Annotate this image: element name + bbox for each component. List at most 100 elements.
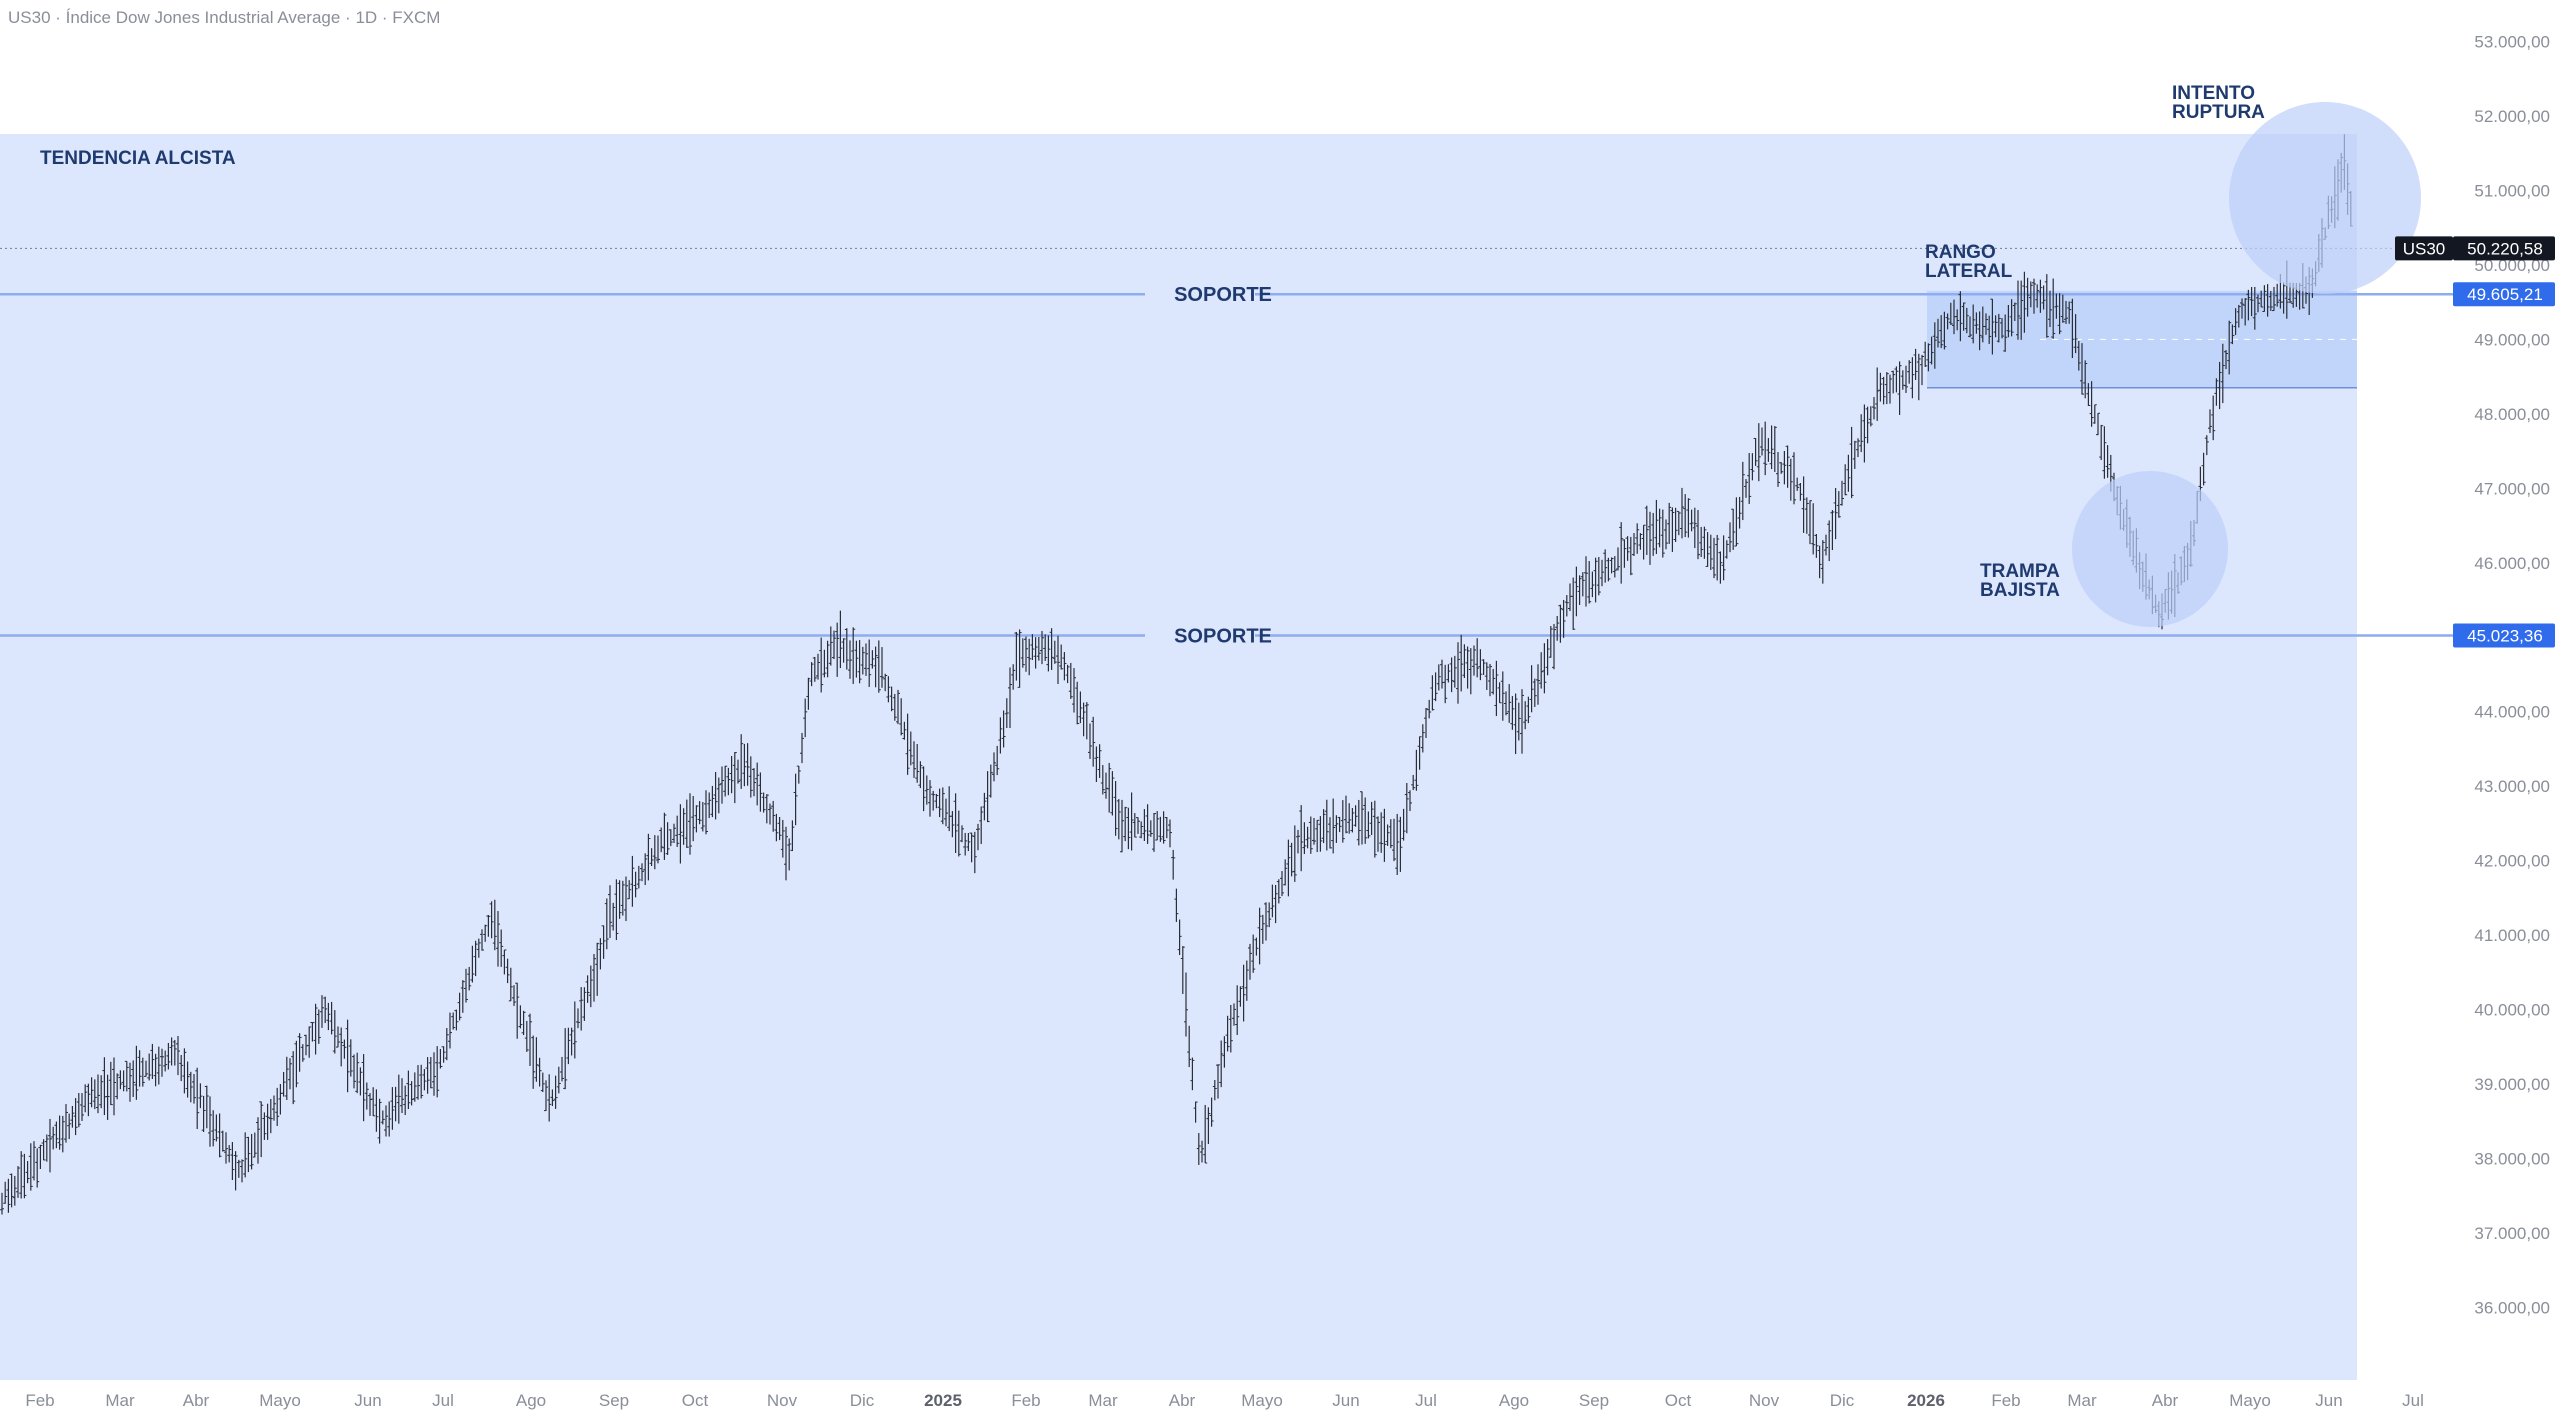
annotation-line: INTENTO xyxy=(2172,83,2255,104)
support-label-bg-1 xyxy=(1145,282,1255,307)
ohlc-bar xyxy=(1795,477,1800,491)
price-axis[interactable]: 36.000,00 37.000,00 38.000,00 39.000,00 40.0… xyxy=(2474,32,2550,1317)
ohlc-bar xyxy=(1241,964,1246,1022)
ohlc-bar xyxy=(2070,298,2075,359)
ohlc-bar xyxy=(1382,808,1387,862)
ohlc-bar xyxy=(1318,816,1323,852)
ohlc-bar xyxy=(83,1084,88,1113)
time-tick-label: Abr xyxy=(183,1391,210,1410)
ohlc-bar xyxy=(608,885,612,939)
ohlc-bar xyxy=(742,743,747,787)
ohlc-bar xyxy=(972,831,977,874)
ohlc-bar xyxy=(563,1028,568,1090)
ohlc-bar xyxy=(99,1075,104,1109)
ohlc-bar xyxy=(595,942,600,996)
ohlc-bar xyxy=(1670,507,1675,552)
ohlc-bar xyxy=(1686,498,1691,538)
ohlc-bar xyxy=(124,1060,129,1092)
ohlc-bar xyxy=(768,803,772,825)
time-tick-label: Jul xyxy=(1415,1391,1437,1410)
ohlc-bar xyxy=(1990,298,1995,355)
ohlc-bar xyxy=(2275,283,2280,307)
ohlc-bar xyxy=(60,1115,65,1153)
ohlc-bar xyxy=(1193,1101,1198,1123)
ohlc-bar xyxy=(1129,792,1134,851)
ohlc-bar xyxy=(614,879,619,941)
ohlc-bar xyxy=(1843,464,1848,496)
ohlc-bar xyxy=(1446,664,1451,683)
header-sep-3: · xyxy=(377,8,393,27)
ohlc-bar xyxy=(1888,374,1892,404)
ohlc-bar xyxy=(1427,699,1432,719)
circles-layer xyxy=(2072,102,2421,627)
ohlc-bar xyxy=(1392,818,1396,862)
ohlc-bar xyxy=(323,996,328,1024)
ohlc-bar xyxy=(2204,435,2209,456)
ohlc-bar xyxy=(825,640,830,678)
ohlc-bar xyxy=(1782,450,1787,485)
ohlc-bar xyxy=(441,1046,446,1063)
ohlc-bar xyxy=(2012,302,2017,322)
ohlc-bar xyxy=(448,1012,452,1049)
annotation-line: RUPTURA xyxy=(2172,102,2265,123)
ohlc-bar xyxy=(73,1098,78,1136)
ohlc-bar xyxy=(1164,816,1169,839)
ohlc-bar xyxy=(713,772,718,820)
ohlc-bar xyxy=(454,1009,459,1031)
price-tick-label: 47.000,00 xyxy=(2474,479,2550,498)
ohlc-bar xyxy=(339,1027,344,1067)
ohlc-bar xyxy=(105,1074,110,1120)
annotation-line: TRAMPA xyxy=(1980,561,2060,582)
ohlc-bar xyxy=(1324,799,1329,851)
ohlc-bar xyxy=(761,792,766,813)
ohlc-bar xyxy=(1084,702,1089,740)
price-tick-label: 50.000,00 xyxy=(2474,256,2550,275)
ohlc-bar xyxy=(1308,816,1313,854)
ohlc-bar xyxy=(1139,821,1144,839)
ohlc-bar xyxy=(1388,819,1393,849)
ohlc-bar xyxy=(908,731,913,766)
ohlc-bar xyxy=(1171,849,1176,880)
ohlc-bar xyxy=(1830,510,1835,551)
ohlc-bar xyxy=(758,772,763,812)
ohlc-bar xyxy=(1036,637,1041,661)
ohlc-bar xyxy=(1827,520,1832,562)
ohlc-bar xyxy=(12,1175,17,1206)
ohlc-bar xyxy=(691,796,696,842)
ohlc-bar xyxy=(25,1161,30,1184)
ohlc-bar xyxy=(924,775,929,805)
time-tick-label: Jul xyxy=(2402,1391,2424,1410)
ohlc-bar xyxy=(1868,406,1873,427)
price-tick-label: 52.000,00 xyxy=(2474,107,2550,126)
ohlc-bar xyxy=(1257,907,1262,965)
time-tick-label: 2026 xyxy=(1907,1391,1945,1410)
ohlc-bar xyxy=(2006,304,2011,338)
ohlc-bar xyxy=(1072,668,1076,713)
ohlc-bar xyxy=(745,743,750,786)
ohlc-bar xyxy=(1468,648,1473,695)
ohlc-bar xyxy=(377,1098,382,1144)
ohlc-bar xyxy=(1062,651,1067,681)
ohlc-bar xyxy=(1004,698,1009,729)
ohlc-bar xyxy=(896,689,900,725)
ohlc-bar xyxy=(560,1056,564,1082)
ohlc-bar xyxy=(860,646,865,675)
annotation-rango-lateral: RANGO LATERAL xyxy=(1925,242,2013,282)
time-axis[interactable]: Feb Mar Abr Mayo Jun Jul Ago Sep Oct Nov Dic 2025 Fe… xyxy=(25,1391,2424,1410)
ohlc-bar xyxy=(816,653,820,680)
ohlc-bar xyxy=(2051,278,2056,339)
ohlc-bar xyxy=(1984,313,1988,335)
ohlc-bar xyxy=(188,1071,193,1103)
ohlc-bar xyxy=(630,855,635,907)
ohlc-bar xyxy=(390,1087,395,1130)
ohlc-bar xyxy=(848,640,852,679)
ohlc-bar xyxy=(1977,311,1982,351)
ohlc-bar xyxy=(1500,671,1505,721)
ohlc-bar xyxy=(1148,820,1153,837)
chart-header: US30 · Índice Dow Jones Industrial Avera… xyxy=(8,8,440,28)
ohlc-bar xyxy=(268,1098,273,1134)
ohlc-bar xyxy=(224,1132,228,1164)
ohlc-bar xyxy=(252,1132,257,1158)
ohlc-bar xyxy=(2016,280,2020,340)
